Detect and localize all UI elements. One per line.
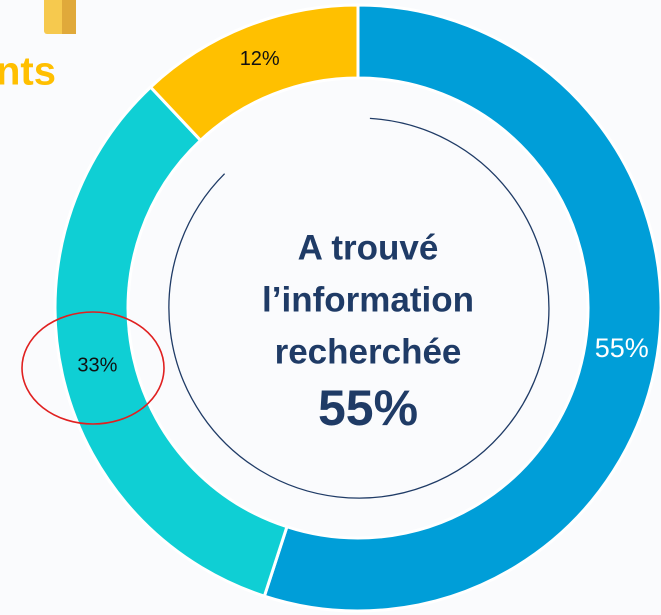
donut: 55% 33% 12% bbox=[53, 3, 661, 613]
data-label: 55% bbox=[595, 333, 649, 363]
center-line: l’information bbox=[262, 280, 474, 319]
donut-segment bbox=[53, 85, 289, 599]
center-line: A trouvé bbox=[298, 228, 439, 267]
center-value: 55% bbox=[318, 380, 418, 436]
folder-icon bbox=[44, 0, 76, 34]
center-line: recherchée bbox=[275, 332, 462, 371]
folder-side bbox=[62, 0, 76, 34]
donut-segment bbox=[262, 3, 661, 613]
data-label: 12% bbox=[240, 48, 280, 70]
data-label: 33% bbox=[77, 355, 117, 377]
inner-arc bbox=[168, 117, 550, 499]
highlight-circle bbox=[21, 311, 165, 425]
header-fragment: nts bbox=[0, 50, 56, 94]
donut-segment bbox=[148, 3, 360, 143]
